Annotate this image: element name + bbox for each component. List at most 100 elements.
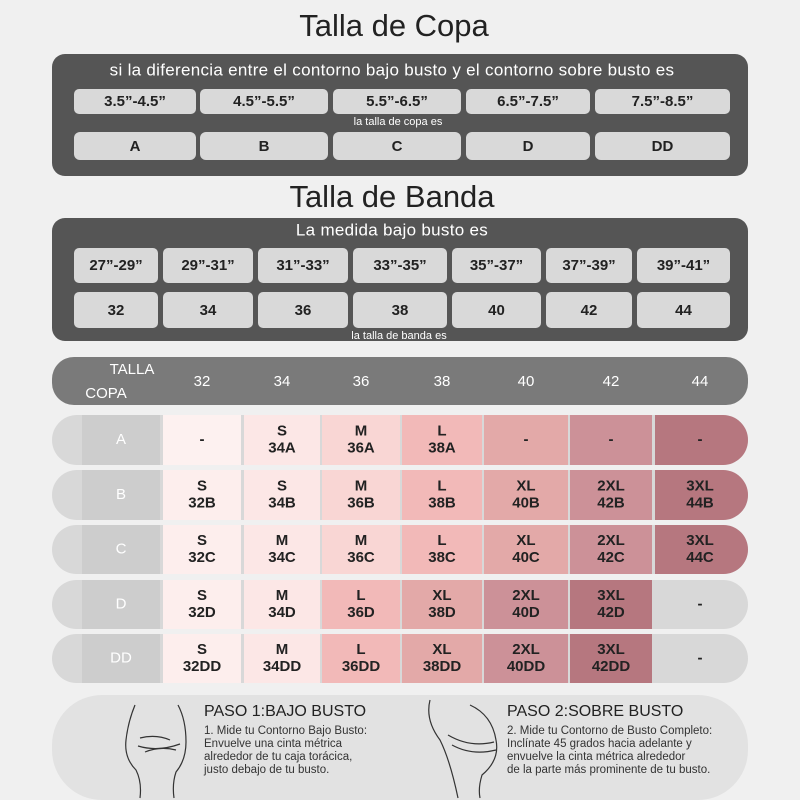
size-cell-text: M xyxy=(355,532,368,549)
caption: la talla de banda es xyxy=(351,330,447,342)
cup-label: C xyxy=(392,138,403,155)
cup-label: A xyxy=(130,138,141,155)
column-header: 38 xyxy=(434,373,451,390)
size-cell-text: 36B xyxy=(347,494,375,511)
range-cell xyxy=(74,248,158,283)
size-cell-text: S xyxy=(197,532,207,549)
size-cell-text: 42B xyxy=(597,494,625,511)
range-label: 37”-39” xyxy=(562,257,615,274)
tape-2 xyxy=(447,734,497,753)
cup-cell xyxy=(333,132,461,160)
range-cell xyxy=(74,89,196,114)
size-cell-text: M xyxy=(276,641,289,658)
size-cell-text: 34D xyxy=(268,604,296,621)
row-label: DD xyxy=(110,649,132,666)
section-title: Talla de Copa xyxy=(299,8,489,43)
row-label-cell xyxy=(82,634,160,683)
size-cell xyxy=(402,580,482,629)
size-cell-text: 38D xyxy=(428,604,456,621)
size-cell xyxy=(402,415,482,465)
cup-cell xyxy=(595,132,730,160)
size-cell-text: XL xyxy=(432,587,451,604)
torso-1 xyxy=(125,704,187,799)
size-cell xyxy=(244,415,320,465)
step-line: justo debajo de tu busto. xyxy=(203,764,329,776)
size-cell-text: 40B xyxy=(512,494,540,511)
size-cell-text: XL xyxy=(516,532,535,549)
corner-label: COPA xyxy=(85,385,126,402)
size-cell xyxy=(570,580,652,629)
size-cell xyxy=(484,580,568,629)
size-cell-text: L xyxy=(437,422,446,439)
size-cell-text: 40D xyxy=(512,604,540,621)
size-cell-edge xyxy=(655,470,685,520)
size-cell xyxy=(244,580,320,629)
size-cell-text: 2XL xyxy=(512,587,540,604)
step-title: PASO 1:BAJO BUSTO xyxy=(204,703,366,720)
size-cell-text: 42C xyxy=(597,549,625,566)
cup-label: DD xyxy=(652,138,674,155)
size-cell xyxy=(484,415,568,465)
row-label-cell xyxy=(82,525,160,574)
range-label: 39”-41” xyxy=(657,257,710,274)
size-cell-text: XL xyxy=(516,477,535,494)
step-line: envuelve la cinta métrica alrededor xyxy=(507,751,686,763)
size-cell xyxy=(570,415,652,465)
size-cell-text: 44C xyxy=(686,549,714,566)
band-cell xyxy=(258,292,348,328)
section-title: Talla de Banda xyxy=(289,179,495,214)
row-label: A xyxy=(116,431,126,448)
range-label: 5.5”-6.5” xyxy=(366,93,428,110)
row-label-cell xyxy=(82,470,160,520)
range-label: 31”-33” xyxy=(276,257,329,274)
range-cell xyxy=(546,248,632,283)
table-header xyxy=(52,357,748,405)
column-header: 36 xyxy=(353,373,370,390)
band-label: 44 xyxy=(675,302,692,319)
size-cell-text: 42D xyxy=(597,604,625,621)
steps-panel xyxy=(52,695,748,800)
row-label: C xyxy=(116,540,127,557)
size-cell-text: 44B xyxy=(686,494,714,511)
band-label: 38 xyxy=(392,302,409,319)
size-cell xyxy=(322,634,400,683)
size-cell-text: 36C xyxy=(347,549,375,566)
size-cell-text: 40C xyxy=(512,549,540,566)
size-cell xyxy=(163,470,241,520)
size-cell-text: M xyxy=(355,422,368,439)
range-cell xyxy=(258,248,348,283)
band-cell xyxy=(74,292,158,328)
size-cell-text: - xyxy=(609,431,614,448)
range-cell xyxy=(637,248,730,283)
size-cell-text: 38A xyxy=(428,439,456,456)
size-cell xyxy=(244,525,320,574)
step-line: Inclínate 45 grados hacia adelante y xyxy=(507,738,692,750)
range-label: 35”-37” xyxy=(470,257,523,274)
step-title: PASO 2:SOBRE BUSTO xyxy=(507,703,683,720)
size-cell-text: 36DD xyxy=(342,658,381,675)
size-cell-text: - xyxy=(698,595,703,612)
range-label: 4.5”-5.5” xyxy=(233,93,295,110)
hands-1 xyxy=(144,747,177,753)
size-cell-text: - xyxy=(200,431,205,448)
size-cell xyxy=(322,470,400,520)
band-cell xyxy=(546,292,632,328)
step-line: Envuelve una cinta métrica xyxy=(204,738,343,750)
band-label: 34 xyxy=(200,302,217,319)
row-label-cell xyxy=(82,580,160,629)
illustrations xyxy=(125,699,498,799)
band-label: 40 xyxy=(488,302,505,319)
size-cell xyxy=(570,525,652,574)
cup-label: D xyxy=(523,138,534,155)
size-cell xyxy=(163,580,241,629)
band-label: 32 xyxy=(108,302,125,319)
band-label: 42 xyxy=(581,302,598,319)
range-cell xyxy=(200,89,328,114)
band-cell xyxy=(452,292,541,328)
size-cell xyxy=(570,470,652,520)
corner-label: TALLA xyxy=(110,361,155,378)
band-cell xyxy=(353,292,447,328)
cup-label: B xyxy=(259,138,270,155)
caption: la talla de copa es xyxy=(354,116,443,128)
